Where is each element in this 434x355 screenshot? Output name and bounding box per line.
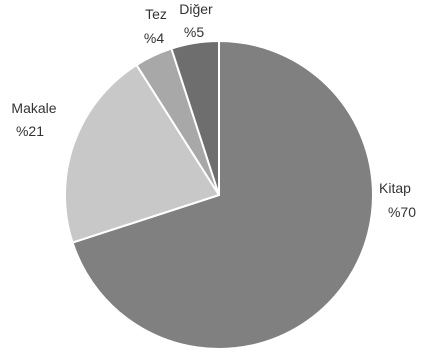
slice-value-tez: %4 [144,30,164,46]
slice-name-makale: Makale [11,100,56,116]
pie-slice-diger [170,40,220,196]
slice-name-tez: Tez [145,6,167,22]
pie-slice-makale [64,63,220,244]
pie-slice-kitap [71,40,374,350]
slice-name-kitap: Kitap [379,180,411,196]
slice-value-kitap: %70 [388,204,416,220]
slice-name-diger: Diğer [179,1,213,17]
pie-slices [64,40,374,350]
slice-value-diger: %5 [184,24,204,40]
slice-value-makale: %21 [16,123,44,139]
